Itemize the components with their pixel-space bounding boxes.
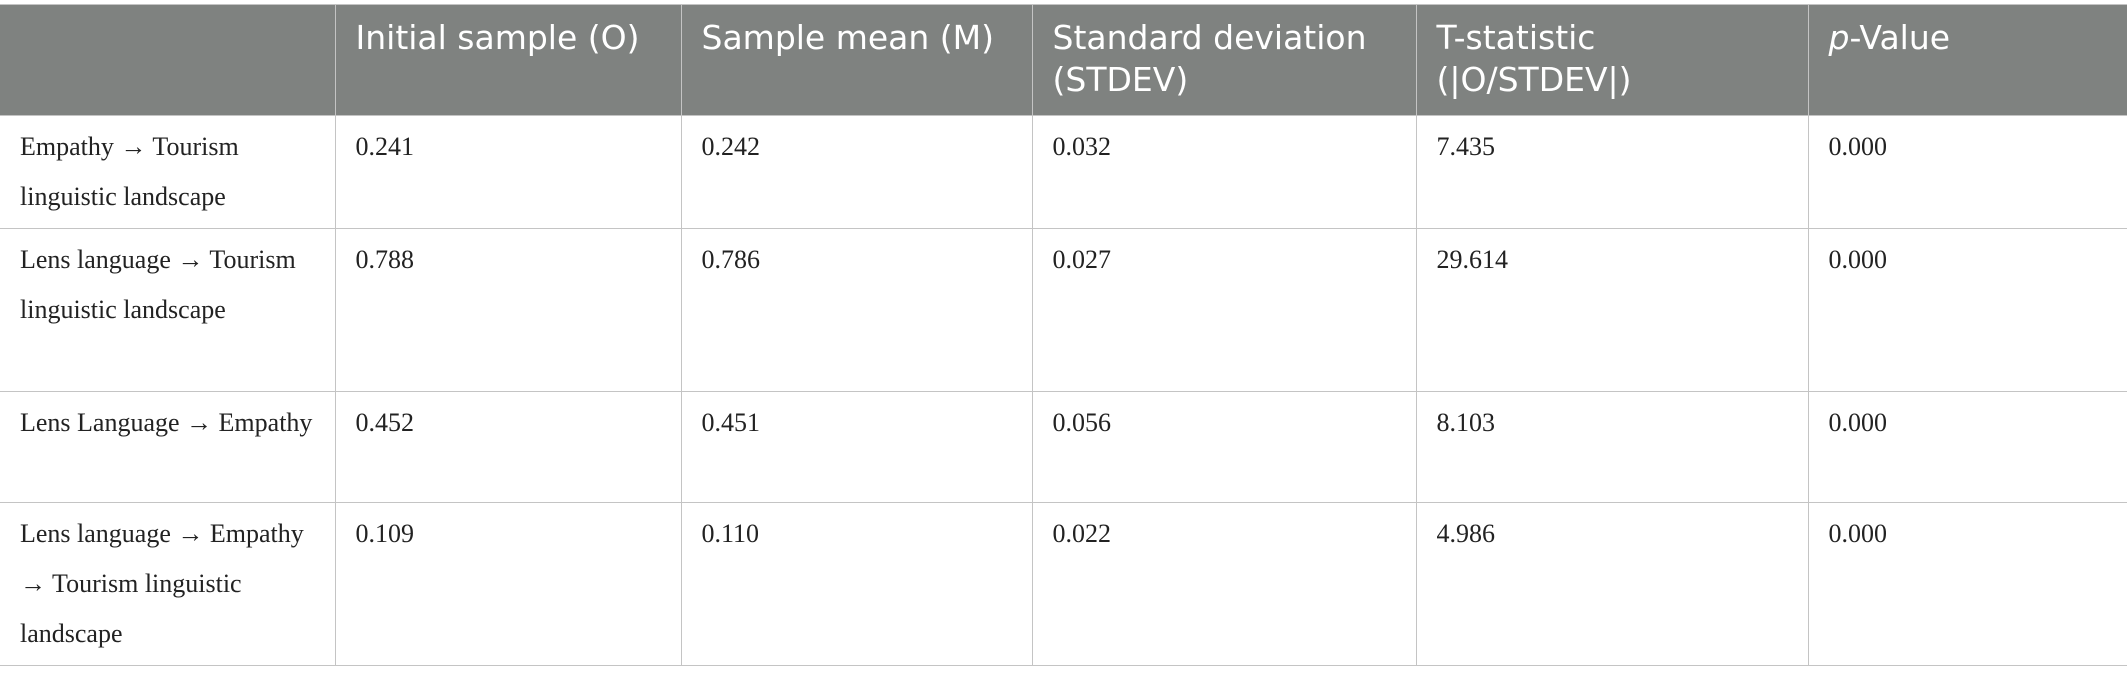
row-label: Empathy → Tourism linguistic landscape xyxy=(0,115,336,229)
value-cell: 0.451 xyxy=(680,391,1033,503)
page: Initial sample (O) Sample mean (M) Stand… xyxy=(0,4,2127,682)
header-text: -Value xyxy=(1849,18,1951,57)
value-cell: 0.241 xyxy=(334,115,682,229)
table-row: Lens language → Tourism linguistic lands… xyxy=(0,228,2127,392)
value-cell: 0.000 xyxy=(1807,391,2127,503)
value-cell: 0.000 xyxy=(1807,228,2127,392)
value-cell: 0.109 xyxy=(334,502,682,666)
value-cell: 0.110 xyxy=(680,502,1033,666)
table-row: Empathy → Tourism linguistic landscape 0.… xyxy=(0,115,2127,229)
row-label: Lens language → Tourism linguistic lands… xyxy=(0,228,336,392)
table-body: Empathy → Tourism linguistic landscape 0.… xyxy=(0,115,2127,666)
header-row: Initial sample (O) Sample mean (M) Stand… xyxy=(0,4,2127,116)
header-cell: Standard deviation (STDEV) xyxy=(1031,4,1417,116)
value-cell: 0.032 xyxy=(1031,115,1417,229)
table-row: Lens Language → Empathy 0.452 0.451 0.056 8.… xyxy=(0,391,2127,503)
value-cell: 29.614 xyxy=(1415,228,1809,392)
value-cell: 0.027 xyxy=(1031,228,1417,392)
value-cell: 0.786 xyxy=(680,228,1033,392)
value-cell: 0.000 xyxy=(1807,502,2127,666)
row-label: Lens language → Empathy → Tourism lingui… xyxy=(0,502,336,666)
table-row: Lens language → Empathy → Tourism lingui… xyxy=(0,502,2127,666)
header-cell: p-Value xyxy=(1807,4,2127,116)
header-italic: p xyxy=(1828,18,1850,57)
value-cell: 0.000 xyxy=(1807,115,2127,229)
value-cell: 0.788 xyxy=(334,228,682,392)
value-cell: 8.103 xyxy=(1415,391,1809,503)
value-cell: 7.435 xyxy=(1415,115,1809,229)
header-cell xyxy=(0,4,336,116)
value-cell: 0.022 xyxy=(1031,502,1417,666)
header-cell: Sample mean (M) xyxy=(680,4,1033,116)
row-label: Lens Language → Empathy xyxy=(0,391,336,503)
header-cell: T-statistic (|O/STDEV|) xyxy=(1415,4,1809,116)
results-table: Initial sample (O) Sample mean (M) Stand… xyxy=(0,4,2127,666)
value-cell: 4.986 xyxy=(1415,502,1809,666)
value-cell: 0.452 xyxy=(334,391,682,503)
value-cell: 0.056 xyxy=(1031,391,1417,503)
value-cell: 0.242 xyxy=(680,115,1033,229)
header-cell: Initial sample (O) xyxy=(334,4,682,116)
